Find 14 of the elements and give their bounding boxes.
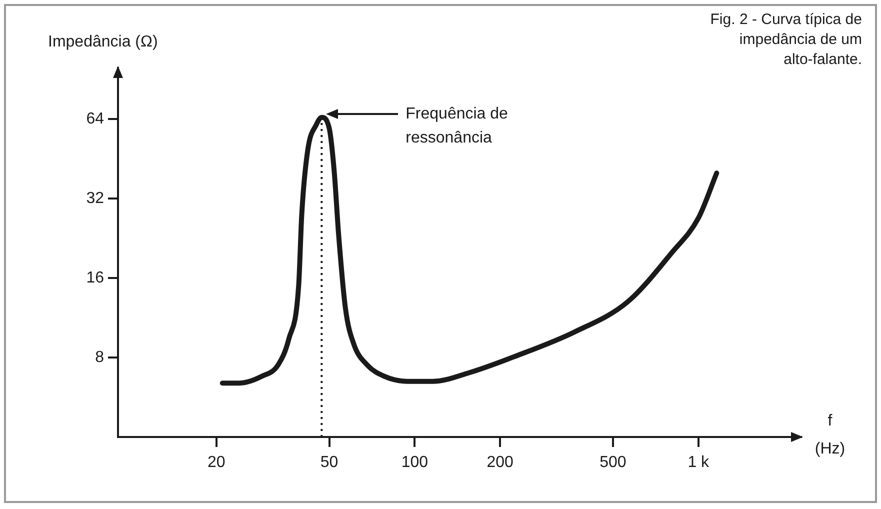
x-tick-label: 20 <box>207 454 226 472</box>
x-tick-label: 50 <box>320 454 338 472</box>
y-tick-label: 64 <box>86 110 104 128</box>
x-tick-label: 200 <box>486 454 514 472</box>
y-axis-title: Impedância (Ω) <box>48 33 158 50</box>
annotation: Frequência de ressonância <box>406 105 508 146</box>
x-tick-label: 1 k <box>688 454 710 472</box>
y-tick-label: 8 <box>95 348 104 366</box>
y-tick-label: 16 <box>86 269 104 286</box>
x-tick-label: 500 <box>600 454 626 472</box>
x-axis-title: f (Hz) <box>814 412 846 458</box>
y-tick-label: 32 <box>86 190 104 208</box>
chart-title: Fig. 2 - Curva típica de impedância de um alto-falante. <box>710 11 862 68</box>
x-tick-label: 100 <box>401 454 428 472</box>
